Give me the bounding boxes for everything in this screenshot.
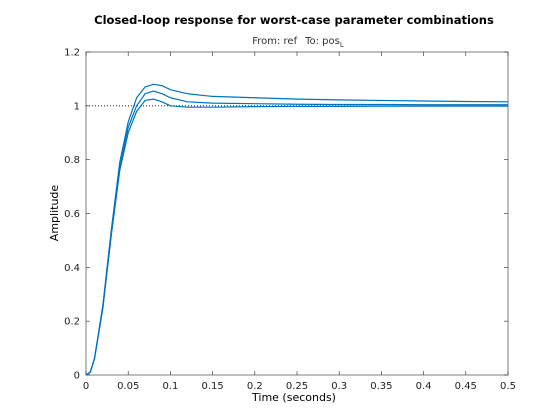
subtitle-from: From: ref <box>252 36 297 47</box>
x-tick-label: 0.05 <box>117 381 139 392</box>
y-axis-label: Amplitude <box>48 185 61 242</box>
x-tick-label: 0.3 <box>331 381 347 392</box>
y-tick-label: 0 <box>74 371 80 382</box>
x-tick-label: 0.25 <box>286 381 308 392</box>
y-tick-label: 0.8 <box>64 155 80 166</box>
x-tick-label: 0.15 <box>201 381 223 392</box>
chart-subtitle: From: ref To: posL <box>252 36 344 49</box>
axes-box <box>85 51 509 376</box>
y-tick-label: 1.2 <box>64 48 80 59</box>
x-axis-label: Time (seconds) <box>251 391 336 404</box>
x-tick-label: 0.45 <box>455 381 477 392</box>
y-tick-label: 0.4 <box>64 263 80 274</box>
subtitle-to-subscript: L <box>340 41 344 49</box>
y-tick-label: 1 <box>74 101 80 112</box>
plot-area: 0 0.05 0.1 0.15 0.2 0.25 0.3 0.35 0.4 0.45 0.5 0 0.2… <box>64 48 516 393</box>
y-tick-label: 0.6 <box>64 209 80 220</box>
x-tick-label: 0.35 <box>370 381 392 392</box>
x-tick-label: 0.4 <box>416 381 432 392</box>
x-tick-label: 0 <box>83 381 89 392</box>
x-tick-label: 0.5 <box>500 381 516 392</box>
x-tick-label: 0.2 <box>247 381 263 392</box>
x-tick-label: 0.1 <box>162 381 178 392</box>
response-line-3 <box>85 83 509 376</box>
subtitle-to: To: pos <box>304 36 340 47</box>
chart-title: Closed-loop response for worst-case para… <box>94 13 494 27</box>
y-tick-label: 0.2 <box>64 317 80 328</box>
